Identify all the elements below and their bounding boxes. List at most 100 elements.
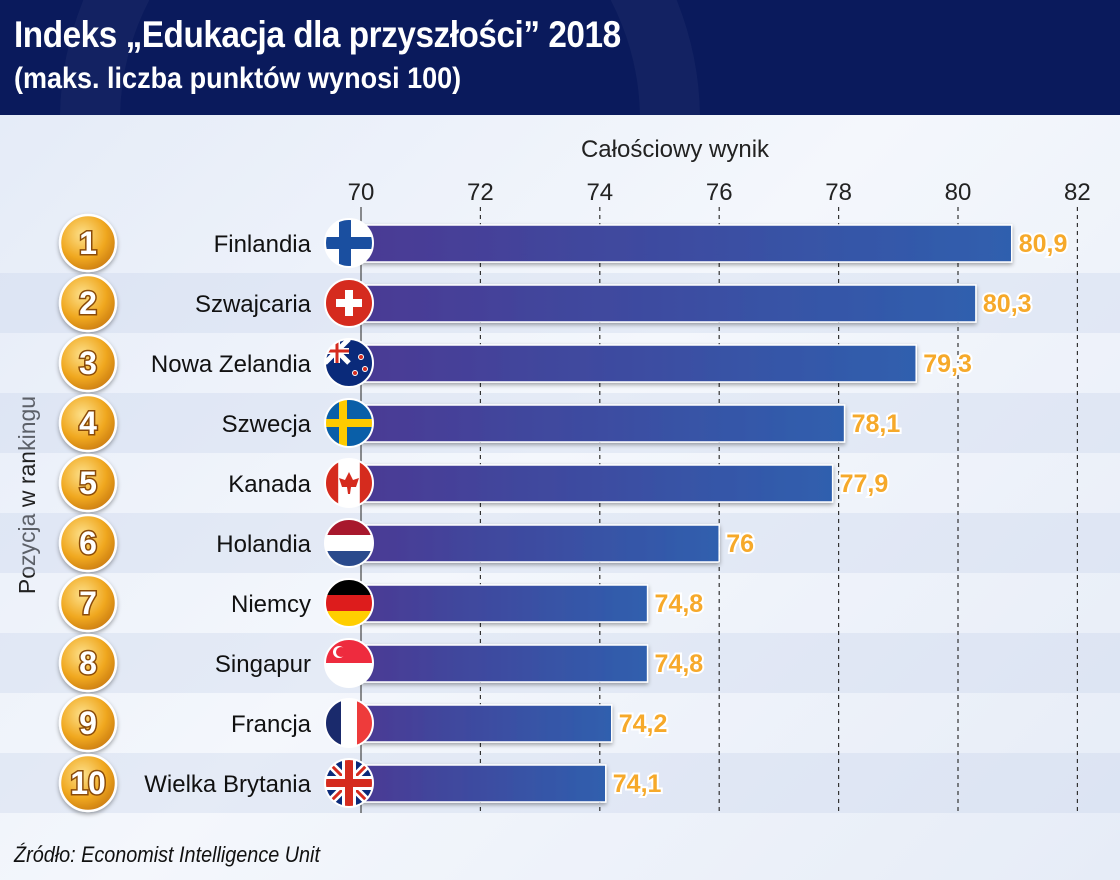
- rank-badge-circle: [58, 453, 118, 513]
- rank-number: 7: [79, 585, 97, 621]
- bar: [360, 704, 613, 743]
- bar: [360, 644, 649, 683]
- bar-row: 5 Kanada 77,9: [58, 453, 890, 513]
- chart-title: Indeks „Edukacja dla przyszłości” 2018: [14, 14, 621, 55]
- bar-row: 7 Niemcy 74,8: [58, 573, 705, 633]
- rank-badge-circle: [58, 393, 118, 453]
- bar: [360, 404, 846, 443]
- category-label: Holandia: [216, 531, 311, 558]
- value-label: 80,9: [1019, 230, 1068, 258]
- bar: [360, 584, 649, 623]
- rank-number: 6: [79, 525, 97, 561]
- bar: [360, 344, 917, 383]
- category-label: Nowa Zelandia: [151, 351, 312, 378]
- bar: [360, 284, 977, 323]
- rank-badge-circle: [58, 333, 118, 393]
- rank-number: 8: [79, 645, 97, 681]
- rank-number: 4: [79, 405, 97, 441]
- rank-badge-circle: [58, 633, 118, 693]
- category-label: Wielka Brytania: [144, 771, 311, 798]
- category-label: Singapur: [215, 651, 311, 678]
- category-label: Szwajcaria: [195, 291, 312, 318]
- x-tick-label: 80: [945, 179, 972, 206]
- rank-badge: 3: [58, 333, 118, 393]
- rank-badge: 10: [58, 753, 118, 813]
- rank-number: 2: [79, 285, 97, 321]
- category-label: Finlandia: [214, 231, 312, 258]
- header-band: Indeks „Edukacja dla przyszłości” 2018 (…: [0, 0, 1120, 115]
- rank-badge: 6: [58, 513, 118, 573]
- flag-border: [324, 338, 374, 388]
- category-label: Niemcy: [231, 591, 311, 618]
- finland-flag-icon: [325, 219, 373, 267]
- x-tick-label: 78: [825, 179, 852, 206]
- source-note: Źródło: Economist Intelligence Unit: [14, 842, 320, 867]
- rank-number: 1: [79, 225, 97, 261]
- rank-badge: 2: [58, 273, 118, 333]
- rank-badge: 1: [58, 213, 118, 273]
- bar-row: 2 Szwajcaria 80,3: [58, 273, 1034, 333]
- bar-row: 4 Szwecja 78,1: [58, 393, 902, 453]
- bar: [360, 464, 834, 503]
- value-label: 74,1: [613, 770, 662, 798]
- bar-row: 9 Francja 74,2: [58, 693, 669, 753]
- value-label: 79,3: [923, 350, 972, 378]
- new-zealand-flag-icon: [325, 339, 373, 387]
- category-label: Szwecja: [222, 411, 312, 438]
- rank-badge-circle: [58, 753, 118, 813]
- bar: [360, 224, 1013, 263]
- switzerland-flag-icon: [325, 279, 373, 327]
- value-label: 77,9: [840, 470, 889, 498]
- value-label: 74,2: [619, 710, 668, 738]
- rank-badge-circle: [58, 513, 118, 573]
- rank-badge-circle: [58, 573, 118, 633]
- rank-number: 5: [79, 465, 97, 501]
- flag-border: [324, 578, 374, 628]
- flag-border: [324, 758, 374, 808]
- y-axis-label: Pozycja w rankingu: [14, 396, 40, 594]
- value-label: 74,8: [655, 650, 704, 678]
- rank-badge: 8: [58, 633, 118, 693]
- x-tick-label: 74: [586, 179, 613, 206]
- flag-border: [324, 398, 374, 448]
- flag-border: [324, 638, 374, 688]
- value-label: 74,8: [655, 590, 704, 618]
- bar-row: 10 Wielka Brytania 74,1: [58, 753, 664, 813]
- bar-row: 3 Nowa Zelandia 79,3: [58, 333, 974, 393]
- bar: [360, 524, 720, 563]
- flag-border: [324, 278, 374, 328]
- rank-badge-circle: [58, 213, 118, 273]
- rank-badge-circle: [58, 693, 118, 753]
- flag-border: [324, 218, 374, 268]
- x-axis-label: Całościowy wynik: [581, 136, 770, 163]
- rank-number: 3: [79, 345, 97, 381]
- category-label: Francja: [231, 711, 312, 738]
- x-tick-label: 82: [1064, 179, 1091, 206]
- rank-number: 10: [70, 765, 106, 801]
- rank-number: 9: [79, 705, 97, 741]
- flag-border: [324, 458, 374, 508]
- rank-badge: 9: [58, 693, 118, 753]
- bar-row: 1 Finlandia 80,9: [58, 213, 1069, 273]
- rank-badge: 4: [58, 393, 118, 453]
- chart-subtitle: (maks. liczba punktów wynosi 100): [14, 62, 462, 95]
- value-label: 76: [726, 530, 754, 558]
- rank-badge-circle: [58, 273, 118, 333]
- x-tick-label: 72: [467, 179, 494, 206]
- x-tick-label: 76: [706, 179, 733, 206]
- sweden-flag-icon: [325, 399, 373, 447]
- value-label: 80,3: [983, 290, 1032, 318]
- category-label: Kanada: [228, 471, 311, 498]
- rank-badge: 7: [58, 573, 118, 633]
- bar-row: 8 Singapur 74,8: [58, 633, 705, 693]
- bar-row: 6 Holandia 76: [58, 513, 756, 573]
- uk-flag-icon: [325, 759, 373, 807]
- x-tick-label: 70: [348, 179, 375, 206]
- value-label: 78,1: [852, 410, 901, 438]
- rank-badge: 5: [58, 453, 118, 513]
- bar: [360, 764, 607, 803]
- flag-border: [324, 698, 374, 748]
- flag-border: [324, 518, 374, 568]
